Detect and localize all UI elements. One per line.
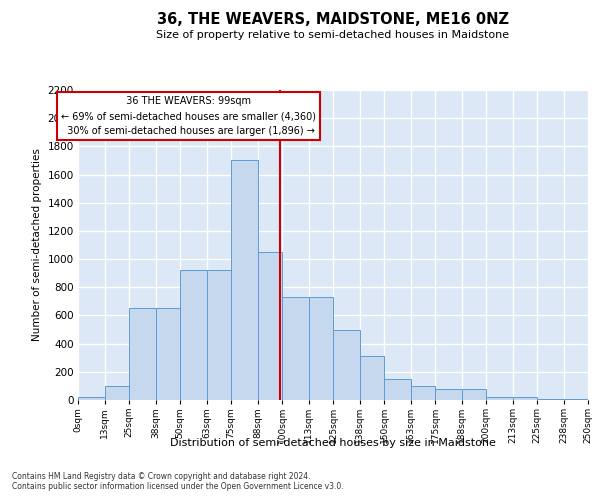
Bar <box>206 270 231 400</box>
Text: 36, THE WEAVERS, MAIDSTONE, ME16 0NZ: 36, THE WEAVERS, MAIDSTONE, ME16 0NZ <box>157 12 509 28</box>
Bar <box>155 308 180 400</box>
Bar <box>410 386 435 400</box>
Bar <box>435 388 461 400</box>
Bar <box>104 386 129 400</box>
Y-axis label: Number of semi-detached properties: Number of semi-detached properties <box>32 148 42 342</box>
Text: Size of property relative to semi-detached houses in Maidstone: Size of property relative to semi-detach… <box>157 30 509 40</box>
Bar <box>333 330 359 400</box>
Bar <box>384 379 410 400</box>
Bar <box>282 297 308 400</box>
Text: Contains public sector information licensed under the Open Government Licence v3: Contains public sector information licen… <box>12 482 344 491</box>
Bar <box>180 270 206 400</box>
Bar <box>257 252 282 400</box>
Text: 36 THE WEAVERS: 99sqm  
← 69% of semi-detached houses are smaller (4,360)
  30% : 36 THE WEAVERS: 99sqm ← 69% of semi-deta… <box>61 96 316 136</box>
Text: Distribution of semi-detached houses by size in Maidstone: Distribution of semi-detached houses by … <box>170 438 496 448</box>
Bar <box>486 397 512 400</box>
Bar <box>231 160 257 400</box>
Bar <box>512 397 537 400</box>
Bar <box>129 308 155 400</box>
Bar <box>78 397 104 400</box>
Text: Contains HM Land Registry data © Crown copyright and database right 2024.: Contains HM Land Registry data © Crown c… <box>12 472 311 481</box>
Bar <box>359 356 384 400</box>
Bar <box>461 388 486 400</box>
Bar <box>308 297 333 400</box>
